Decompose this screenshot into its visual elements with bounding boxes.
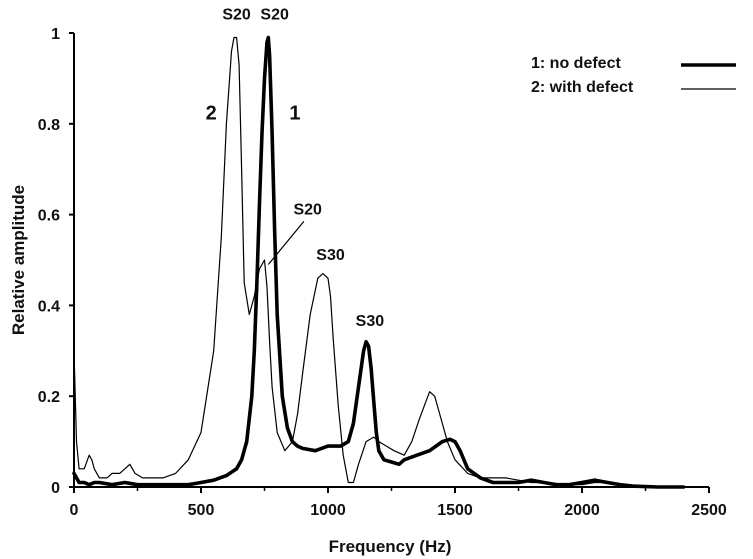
ticks [69,32,710,493]
x-tick-label: 1000 [310,502,346,519]
peak-annotation: S20 [222,6,251,23]
y-tick-label: 0 [51,480,60,497]
curve-label-1: 1 [289,102,300,124]
x-axis-title: Frequency (Hz) [329,537,452,556]
x-tick-label: 2000 [564,502,600,519]
peak-annotation: S20 [293,202,322,219]
y-tick-label: 0.6 [38,208,60,225]
curve-label-2: 2 [206,102,217,124]
series-line-1 [72,35,686,489]
annotation-leader-line [267,221,305,265]
legend-label-1: 1: no defect [531,55,621,72]
series-line-2 [73,36,685,488]
legend: 1: no defect 2: with defect [531,55,736,96]
y-tick-label: 1 [51,26,60,43]
x-tick-label: 2500 [691,502,727,519]
y-tick-label: 0.8 [38,117,60,134]
y-tick-label: 0.2 [38,389,60,406]
x-tick-label: 1500 [437,502,473,519]
annotations: 1 2 S20 S20 S20 S30 S30 [206,6,385,329]
peak-annotation: S30 [316,247,345,264]
y-tick-label: 0.4 [38,298,60,315]
y-axis-title: Relative amplitude [9,185,28,335]
tick-labels: 0 500 1000 1500 2000 2500 0 0.2 0.4 0.6 0.8 1 [38,26,727,519]
series-group [72,35,686,489]
axes [73,33,709,488]
peak-annotation: S30 [356,313,385,330]
legend-label-2: 2: with defect [531,79,634,96]
peak-annotation: S20 [260,6,289,23]
x-tick-label: 500 [188,502,215,519]
x-tick-label: 0 [70,502,79,519]
